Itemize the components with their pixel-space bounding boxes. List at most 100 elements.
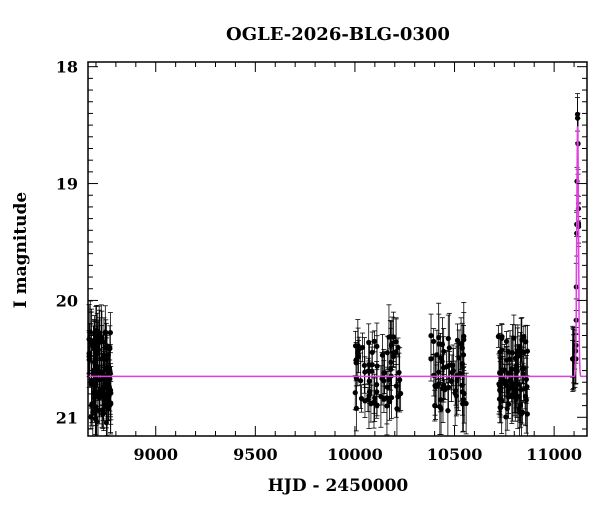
data-point — [434, 352, 440, 358]
data-point — [95, 407, 101, 413]
x-tick-label: 9000 — [133, 445, 178, 464]
data-point — [381, 378, 387, 384]
data-point — [437, 397, 444, 403]
data-point — [524, 411, 530, 417]
data-point — [87, 329, 93, 335]
data-point — [366, 339, 372, 346]
data-point — [96, 330, 102, 336]
x-tick-label: 10000 — [327, 445, 383, 464]
data-point — [393, 383, 399, 389]
data-point — [510, 392, 516, 398]
y-axis: 18 19 20 21 — [56, 58, 587, 430]
data-point — [449, 369, 455, 376]
data-point — [518, 349, 524, 356]
data-point — [371, 338, 378, 344]
data-point — [88, 381, 95, 388]
data-point — [372, 395, 378, 401]
data-point — [95, 368, 101, 374]
data-point — [505, 348, 511, 355]
data-point — [500, 379, 506, 385]
data-point — [107, 400, 114, 406]
data-point — [102, 329, 108, 335]
data-point — [369, 368, 375, 374]
data-point — [514, 380, 520, 386]
data-point — [519, 337, 525, 343]
data-point — [394, 406, 400, 412]
data-point — [103, 394, 109, 400]
y-tick-label: 21 — [56, 408, 78, 427]
data-point — [504, 357, 510, 363]
data-point — [452, 390, 458, 396]
x-tick-label: 11000 — [526, 445, 582, 464]
data-point — [396, 369, 402, 376]
x-axis: 9000 9500 10000 10500 11000 — [95, 62, 582, 464]
data-point — [359, 344, 366, 351]
data-point — [445, 384, 452, 390]
data-point — [398, 390, 404, 397]
data-point — [366, 393, 372, 399]
data-point — [506, 370, 513, 376]
data-point — [366, 378, 372, 384]
data-point — [446, 345, 452, 351]
data-point — [94, 347, 100, 353]
y-axis-label: I magnitude — [11, 192, 31, 309]
data-point — [503, 414, 509, 420]
data-point — [106, 368, 112, 374]
data-point — [446, 362, 453, 368]
data-point — [459, 389, 466, 395]
data-point — [355, 343, 361, 349]
data-point — [509, 350, 516, 356]
data-point — [428, 333, 434, 339]
y-tick-label: 20 — [56, 291, 78, 310]
data-point — [459, 345, 465, 351]
data-point — [374, 389, 380, 395]
data-point — [438, 406, 444, 412]
data-point — [352, 390, 358, 396]
data-point — [358, 378, 364, 384]
data-point — [428, 356, 434, 362]
data-point — [92, 341, 98, 347]
data-point — [509, 366, 515, 372]
data-point — [362, 398, 368, 404]
model-curve — [88, 126, 587, 378]
data-point — [368, 401, 374, 407]
data-point — [519, 366, 525, 372]
plot-area — [86, 93, 587, 437]
y-tick-label: 18 — [56, 58, 78, 77]
data-point — [384, 350, 390, 356]
data-point — [353, 357, 359, 363]
data-point — [353, 405, 359, 411]
data-point — [497, 385, 503, 391]
data-point — [387, 399, 393, 405]
data-point — [497, 349, 503, 355]
x-tick-label: 10500 — [427, 445, 483, 464]
data-point — [445, 335, 451, 342]
data-point — [437, 355, 444, 361]
data-point — [514, 368, 520, 374]
data-point — [448, 378, 455, 384]
data-point — [388, 394, 395, 401]
data-point — [520, 371, 526, 377]
data-point — [431, 372, 437, 378]
data-point — [574, 111, 581, 117]
data-point — [572, 356, 578, 362]
data-point — [524, 384, 530, 390]
data-point — [384, 403, 390, 409]
x-axis-label: HJD - 2450000 — [268, 476, 409, 496]
data-point — [504, 406, 510, 412]
data-point — [397, 377, 403, 383]
data-point — [460, 396, 466, 402]
data-point — [499, 335, 505, 342]
data-point — [456, 355, 462, 361]
y-tick-label: 19 — [56, 175, 78, 194]
data-point — [524, 348, 531, 354]
data-point — [107, 330, 113, 336]
data-point — [431, 338, 437, 345]
data-point — [436, 369, 442, 375]
data-point — [432, 403, 438, 409]
chart-title: OGLE-2026-BLG-0300 — [226, 24, 450, 45]
x-tick-label: 9500 — [233, 445, 278, 464]
data-point — [388, 342, 394, 349]
data-point — [519, 409, 526, 415]
